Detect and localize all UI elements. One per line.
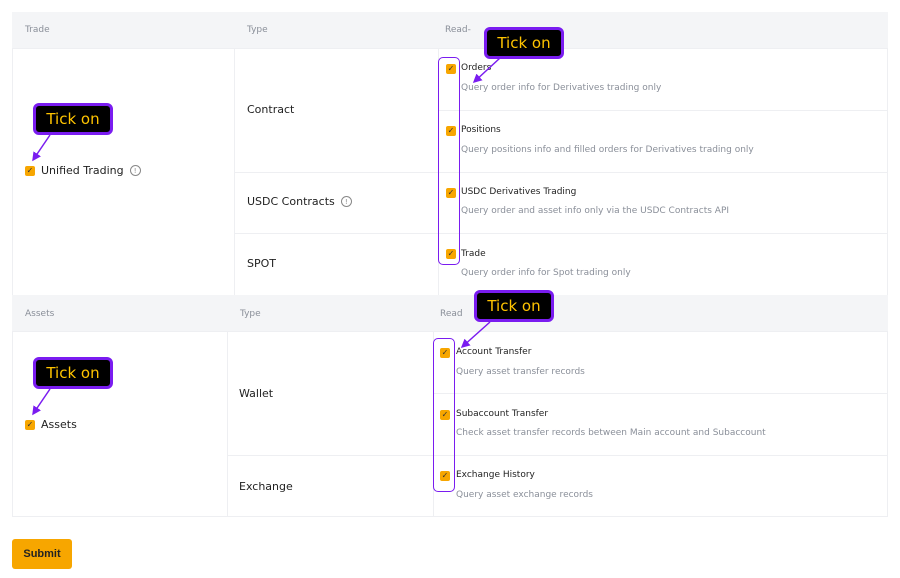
- annotation-bracket: [438, 57, 460, 265]
- account-transfer-checkbox[interactable]: ✓: [440, 348, 450, 358]
- perm-desc: Query positions info and filled orders f…: [461, 145, 754, 155]
- assets-header-col3: Read: [440, 309, 463, 319]
- perm-title: Subaccount Transfer: [456, 409, 549, 419]
- exchange-history-checkbox[interactable]: ✓: [440, 471, 450, 481]
- checkmark-icon: ✓: [441, 410, 449, 419]
- perm-title: Exchange History: [456, 470, 535, 480]
- assets-header-col1: Assets: [25, 309, 55, 319]
- perm-desc: Query order info for Derivatives trading…: [461, 83, 662, 93]
- info-icon[interactable]: !: [129, 165, 141, 176]
- type-exchange: Exchange: [239, 480, 293, 493]
- type-usdc-contracts: USDC Contracts: [247, 195, 335, 208]
- assets-checkbox[interactable]: ✓: [25, 420, 35, 430]
- perm-desc: Check asset transfer records between Mai…: [456, 428, 766, 438]
- perm-desc: Query order info for Spot trading only: [461, 268, 631, 278]
- trade-header-col3: Read-: [445, 25, 471, 35]
- tick-on-callout: Tick on: [474, 290, 554, 322]
- checkmark-icon: ✓: [441, 348, 449, 357]
- checkmark-icon: ✓: [447, 249, 455, 258]
- checkmark-icon: ✓: [447, 126, 455, 135]
- arrow: [460, 321, 491, 348]
- perm-desc: Query asset exchange records: [456, 490, 593, 500]
- assets-label: Assets: [41, 418, 77, 431]
- unified-trading-row: Unified Trading !: [41, 164, 141, 177]
- type-contract: Contract: [247, 103, 295, 116]
- checkmark-icon: ✓: [26, 166, 34, 175]
- perm-title: USDC Derivatives Trading: [461, 187, 577, 197]
- perm-desc: Query asset transfer records: [456, 367, 585, 377]
- orders-checkbox[interactable]: ✓: [446, 64, 456, 74]
- arrow: [32, 134, 51, 162]
- tick-on-callout: Tick on: [484, 27, 564, 59]
- type-spot: SPOT: [247, 257, 276, 270]
- checkmark-icon: ✓: [441, 471, 449, 480]
- trade-header-col2: Type: [247, 25, 268, 35]
- arrow: [472, 57, 501, 84]
- perm-title: Trade: [461, 249, 486, 259]
- annotation-bracket: [433, 338, 455, 492]
- unified-trading-label: Unified Trading: [41, 164, 124, 177]
- spot-trade-checkbox[interactable]: ✓: [446, 249, 456, 259]
- assets-header: [12, 295, 888, 331]
- checkmark-icon: ✓: [26, 420, 34, 429]
- perm-title: Positions: [461, 125, 501, 135]
- type-wallet: Wallet: [239, 387, 274, 400]
- submit-button[interactable]: Submit: [12, 539, 72, 569]
- arrow: [32, 388, 51, 416]
- tick-on-callout: Tick on: [33, 357, 113, 389]
- trade-header: [12, 12, 888, 48]
- perm-desc: Query order and asset info only via the …: [461, 206, 730, 216]
- perm-title: Account Transfer: [456, 347, 532, 357]
- info-icon[interactable]: !: [340, 196, 352, 207]
- unified-trading-checkbox[interactable]: ✓: [25, 166, 35, 176]
- perm-title: Orders: [461, 63, 492, 73]
- usdc-derivatives-checkbox[interactable]: ✓: [446, 188, 456, 198]
- checkmark-icon: ✓: [447, 188, 455, 197]
- assets-header-col2: Type: [240, 309, 261, 319]
- type-usdc-row: USDC Contracts !: [247, 195, 352, 208]
- checkmark-icon: ✓: [447, 64, 455, 73]
- tick-on-callout: Tick on: [33, 103, 113, 135]
- trade-header-col1: Trade: [25, 25, 50, 35]
- subaccount-transfer-checkbox[interactable]: ✓: [440, 410, 450, 420]
- positions-checkbox[interactable]: ✓: [446, 126, 456, 136]
